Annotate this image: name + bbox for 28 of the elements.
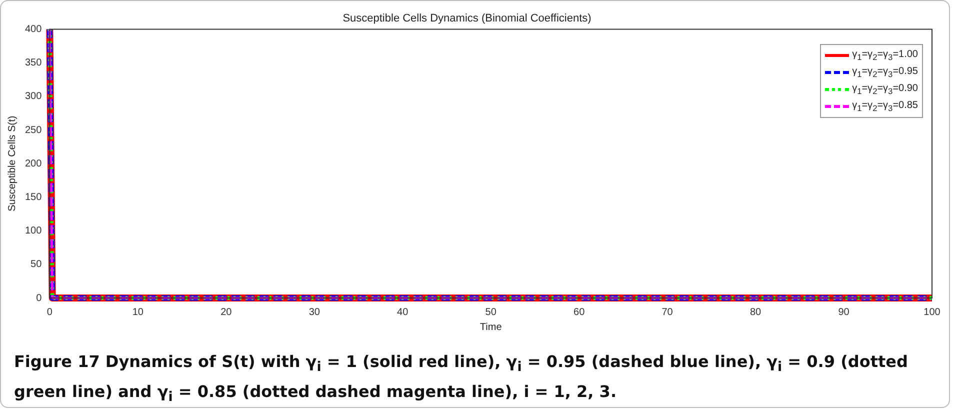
text: Figure 17 Dynamics of S(t) with γ$_{i}$ = 1 (solid red line), γ$_{i}$ = 0.95 (dashed blue line), γ$_{i}$ = 0.9 (dotted green line) and γ$_{i}$ = 0.85 (dotted dashed magenta line), i = 1, 2, 3. xyxy=(14,352,908,406)
legend-label: γ$_{1}$=γ$_{2}$=γ$_{3}$=0.95 xyxy=(852,66,918,79)
y-axis-title: Susceptible Cells S(t) xyxy=(6,116,18,212)
y-tick-label: 150 xyxy=(24,192,42,203)
legend-label: γ$_{1}$=γ$_{2}$=γ$_{3}$=1.00 xyxy=(852,49,918,62)
x-tick-label: 50 xyxy=(485,306,497,318)
y-tick-label: 300 xyxy=(24,91,42,102)
x-tick-label: 60 xyxy=(574,306,586,318)
legend-label: γ$_{1}$=γ$_{2}$=γ$_{3}$=0.85 xyxy=(852,100,918,113)
y-tick-label: 100 xyxy=(24,226,42,237)
x-tick-label: 30 xyxy=(308,306,320,318)
x-axis-title: Time xyxy=(480,322,502,333)
chart-title: Susceptible Cells Dynamics (Binomial Coefficients) xyxy=(342,12,592,25)
legend-label: γ$_{1}$=γ$_{2}$=γ$_{3}$=0.90 xyxy=(852,83,918,96)
y-tick-label: 0 xyxy=(36,292,42,304)
y-tick-label: 250 xyxy=(24,124,42,136)
y-tick-label: 200 xyxy=(24,158,42,170)
y-tick-label: 350 xyxy=(24,58,42,69)
x-tick-label: 10 xyxy=(132,306,144,318)
x-tick-label: 100 xyxy=(924,306,941,318)
x-tick-label: 40 xyxy=(397,306,409,318)
y-tick-label: 50 xyxy=(30,259,42,270)
x-tick-label: 90 xyxy=(838,306,850,318)
x-tick-label: 70 xyxy=(662,306,674,318)
x-tick-label: 0 xyxy=(46,306,53,318)
x-tick-label: 80 xyxy=(750,306,762,318)
x-tick-label: 20 xyxy=(220,306,232,318)
y-tick-label: 400 xyxy=(24,24,42,35)
